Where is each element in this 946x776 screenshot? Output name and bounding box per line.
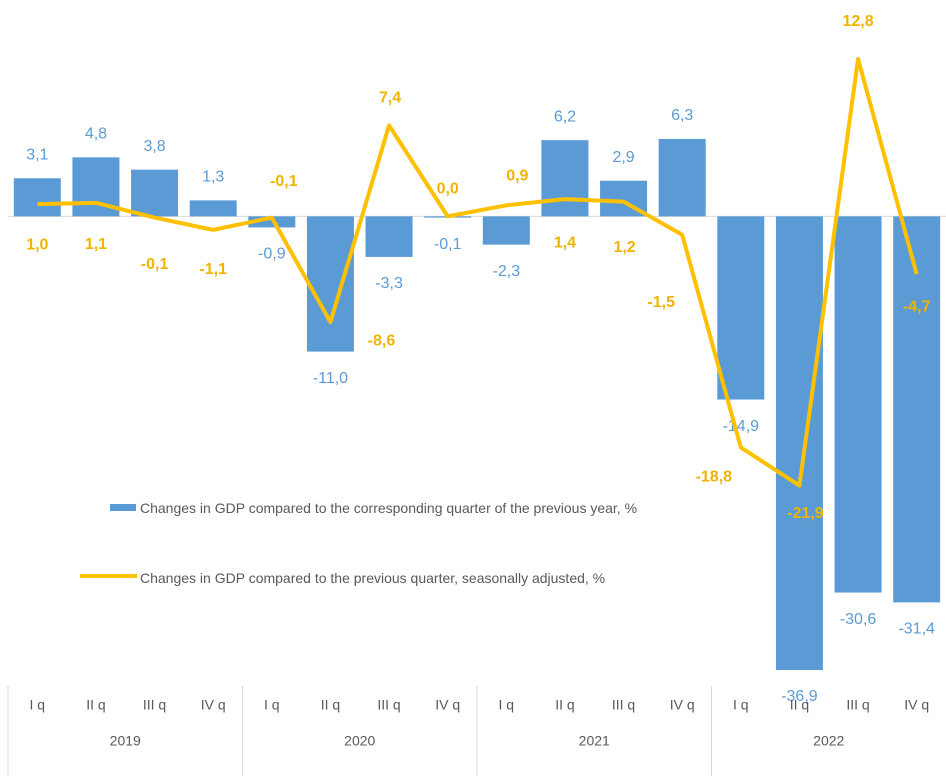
x-tick-label: II q bbox=[790, 697, 809, 713]
year-label: 2019 bbox=[110, 733, 141, 749]
x-tick-label: IV q bbox=[201, 697, 226, 713]
x-tick-label: II q bbox=[321, 697, 340, 713]
x-tick-label: I q bbox=[733, 697, 749, 713]
legend-line: Changes in GDP compared to the previous … bbox=[140, 570, 606, 586]
line-label: -18,8 bbox=[696, 469, 733, 486]
bar-label: -11,0 bbox=[313, 370, 348, 387]
bar-label: -0,9 bbox=[258, 246, 286, 263]
bar bbox=[189, 200, 237, 217]
legend-bar: Changes in GDP compared to the correspon… bbox=[140, 500, 638, 516]
bar-label: -30,6 bbox=[840, 611, 877, 628]
x-tick-label: II q bbox=[86, 697, 105, 713]
line-label: -1,1 bbox=[199, 261, 227, 278]
line-label: -1,5 bbox=[647, 294, 675, 311]
bar bbox=[541, 140, 589, 217]
bar bbox=[893, 216, 941, 603]
line-label: -4,7 bbox=[903, 298, 931, 315]
line bbox=[37, 57, 919, 488]
line-label: 1,1 bbox=[85, 236, 107, 253]
bar-label: -14,9 bbox=[723, 418, 760, 435]
line-label: 1,0 bbox=[26, 236, 48, 253]
line-label: 7,4 bbox=[379, 90, 401, 107]
bar bbox=[13, 178, 61, 217]
bar bbox=[658, 138, 706, 217]
x-tick-label: IV q bbox=[904, 697, 929, 713]
bar bbox=[306, 216, 354, 352]
bar-label: 1,3 bbox=[202, 169, 224, 186]
x-tick-label: I q bbox=[30, 697, 46, 713]
x-tick-label: I q bbox=[499, 697, 515, 713]
bar-label: 4,8 bbox=[85, 126, 107, 143]
x-tick-label: II q bbox=[555, 697, 574, 713]
line-label: 0,9 bbox=[506, 168, 528, 185]
bar-label: -3,3 bbox=[375, 275, 403, 292]
bar bbox=[775, 216, 823, 670]
bar bbox=[365, 216, 413, 257]
line-label: -0,1 bbox=[141, 256, 169, 273]
bar bbox=[248, 216, 296, 228]
year-label: 2021 bbox=[579, 733, 610, 749]
line-label: 12,8 bbox=[842, 13, 873, 30]
bar-label: 6,2 bbox=[554, 108, 576, 125]
bar-label: -0,1 bbox=[434, 236, 462, 253]
bar bbox=[482, 216, 530, 245]
bar bbox=[131, 169, 179, 217]
line-label: 1,4 bbox=[554, 234, 576, 251]
bar-label: -36,9 bbox=[781, 688, 818, 705]
bar bbox=[717, 216, 765, 400]
x-tick-label: III q bbox=[143, 697, 166, 713]
bar-label: 2,9 bbox=[612, 149, 634, 166]
line-label: 0,0 bbox=[437, 181, 459, 198]
line-label: 1,2 bbox=[613, 239, 635, 256]
line-label: -21,9 bbox=[787, 505, 824, 522]
bar-label: 3,8 bbox=[143, 138, 165, 155]
year-label: 2020 bbox=[344, 733, 375, 749]
line-label: -8,6 bbox=[368, 332, 396, 349]
x-tick-label: III q bbox=[846, 697, 869, 713]
x-tick-label: III q bbox=[377, 697, 400, 713]
x-tick-label: III q bbox=[612, 697, 635, 713]
x-tick-label: IV q bbox=[435, 697, 460, 713]
year-label: 2022 bbox=[813, 733, 844, 749]
bar-label: 6,3 bbox=[671, 107, 693, 124]
x-tick-label: IV q bbox=[670, 697, 695, 713]
bar bbox=[834, 216, 882, 593]
line-label: -0,1 bbox=[270, 173, 298, 190]
legend-swatch-bar bbox=[110, 504, 136, 511]
x-tick-label: I q bbox=[264, 697, 280, 713]
bar-label: 3,1 bbox=[26, 146, 48, 163]
bar-label: -31,4 bbox=[898, 621, 935, 638]
bar-label: -2,3 bbox=[493, 263, 521, 280]
